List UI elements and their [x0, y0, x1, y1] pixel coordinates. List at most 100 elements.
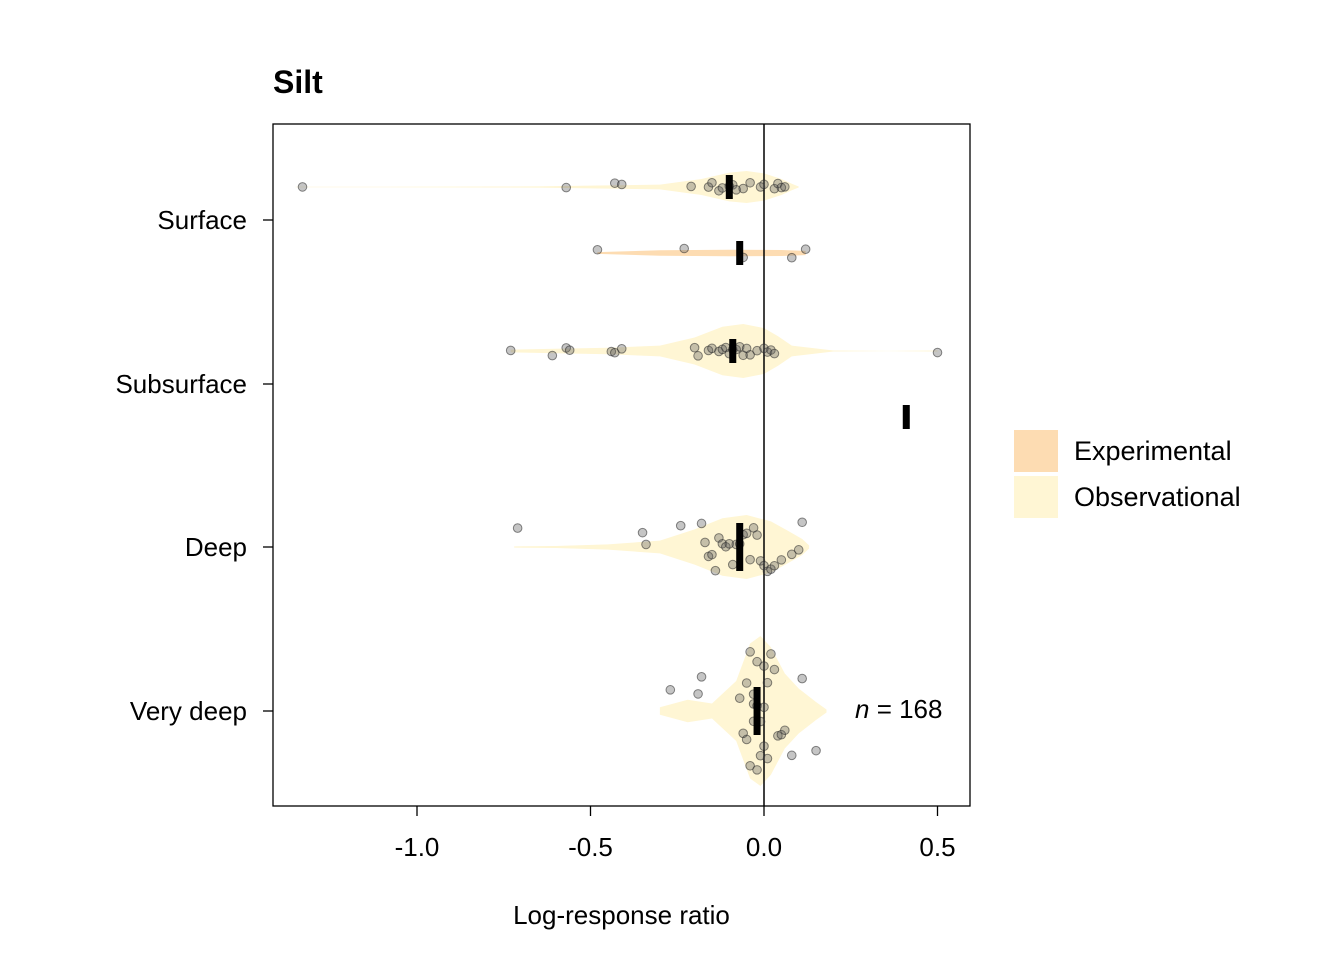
data-point-surface-observational [769, 183, 780, 194]
data-point-surface-observational [776, 182, 787, 193]
data-point-deep-observational [797, 517, 807, 528]
x-tick-label: -0.5 [568, 832, 613, 862]
data-point-deep-observational [769, 560, 780, 571]
data-point-very-deep-observational [741, 678, 752, 688]
x-tick-label: -1.0 [395, 832, 440, 862]
data-point-deep-observational [755, 556, 766, 566]
legend-swatch-observational [1014, 476, 1058, 518]
data-point-very-deep-observational [745, 647, 755, 657]
data-point-deep-observational [641, 539, 651, 550]
data-point-subsurface-observational [689, 342, 700, 353]
data-point-very-deep-observational [696, 672, 707, 682]
data-point-very-deep-observational [759, 661, 769, 671]
data-point-very-deep-observational [766, 649, 776, 659]
data-point-very-deep-observational [786, 750, 797, 761]
sample-size-annotation: n = 168 [855, 694, 942, 725]
violin-subsurface-observational [510, 324, 938, 378]
data-point-very-deep-observational [752, 656, 762, 667]
data-point-very-deep-observational [759, 741, 769, 751]
legend-label-experimental: Experimental [1074, 435, 1232, 466]
data-point-subsurface-observational [616, 344, 627, 354]
data-point-surface-observational [561, 182, 572, 193]
data-point-deep-observational [727, 559, 738, 570]
x-axis-label: Log-response ratio [513, 900, 730, 930]
y-tick-label-subsurface: Subsurface [115, 369, 247, 399]
sample-size-value: = 168 [869, 694, 943, 724]
data-point-deep-observational [696, 518, 707, 529]
data-point-surface-observational [616, 179, 627, 190]
data-point-surface-observational [745, 177, 755, 188]
y-tick-label-very-deep: Very deep [130, 696, 247, 726]
data-point-very-deep-observational [811, 745, 821, 756]
data-point-surface-observational [686, 181, 696, 192]
x-tick-label: 0.5 [919, 832, 955, 862]
data-point-very-deep-observational [752, 765, 762, 775]
data-point-subsurface-observational [745, 350, 755, 360]
mean-marker-very-deep-observational [753, 687, 761, 735]
data-point-deep-observational [675, 520, 686, 531]
y-tick-label-surface: Surface [157, 205, 247, 235]
legend-item-experimental: Experimental [1014, 428, 1241, 474]
data-point-very-deep-observational [693, 689, 703, 699]
data-point-deep-observational [512, 523, 523, 533]
data-point-very-deep-observational [797, 673, 807, 684]
x-tick-label: 0.0 [746, 832, 782, 862]
sample-size-symbol: n [855, 694, 870, 724]
data-point-deep-observational [752, 530, 762, 540]
data-point-very-deep-observational [762, 677, 773, 688]
legend-swatch-experimental [1014, 430, 1058, 472]
data-point-very-deep-observational [665, 685, 676, 695]
data-point-deep-observational [793, 545, 804, 555]
data-point-surface-experimental [679, 243, 689, 254]
violin-deep-observational [514, 515, 810, 579]
data-point-surface-observational [707, 177, 717, 188]
data-point-subsurface-observational [693, 351, 703, 361]
mean-marker-surface-experimental [736, 241, 744, 265]
violin-surface-experimental [597, 249, 806, 257]
data-point-subsurface-observational [759, 343, 769, 354]
data-point-surface-observational [780, 182, 790, 192]
plot-frame [272, 123, 971, 807]
data-point-surface-experimental [800, 244, 811, 255]
data-point-very-deep-observational [741, 734, 752, 745]
data-point-subsurface-observational [932, 347, 943, 358]
data-point-very-deep-observational [755, 750, 766, 761]
data-point-subsurface-observational [766, 345, 776, 355]
legend-label-observational: Observational [1074, 481, 1241, 512]
legend-item-observational: Observational [1014, 474, 1241, 520]
chart-title: Silt [273, 64, 323, 100]
data-point-deep-observational [710, 565, 721, 576]
y-tick-label-deep: Deep [185, 532, 247, 562]
data-point-very-deep-observational [762, 753, 773, 764]
data-point-deep-observational [745, 554, 755, 565]
data-point-surface-observational [759, 179, 769, 190]
data-point-very-deep-observational [769, 664, 780, 675]
mean-marker-surface-observational [725, 175, 733, 199]
data-point-very-deep-observational [759, 702, 769, 713]
data-point-deep-observational [724, 539, 735, 549]
data-point-subsurface-observational [505, 345, 516, 356]
violin-surface-observational [295, 171, 799, 203]
violin-very-deep-observational [659, 636, 827, 786]
mean-marker-subsurface-observational [729, 339, 737, 363]
data-point-deep-observational [707, 549, 717, 560]
data-point-deep-observational [766, 564, 776, 574]
data-point-surface-experimental [592, 244, 603, 255]
data-point-surface-observational [738, 183, 748, 194]
data-point-deep-observational [700, 537, 710, 548]
data-point-deep-observational [786, 549, 797, 560]
data-point-deep-observational [637, 527, 648, 538]
legend: Experimental Observational [1014, 428, 1241, 520]
data-point-subsurface-observational [769, 348, 780, 359]
mean-marker-deep-observational [736, 523, 744, 571]
data-point-deep-observational [776, 555, 787, 565]
data-point-subsurface-observational [564, 345, 575, 355]
data-point-surface-observational [297, 182, 308, 192]
data-point-subsurface-observational [547, 350, 558, 361]
data-point-surface-experimental [786, 252, 797, 263]
data-point-very-deep-observational [745, 760, 755, 771]
mean-marker-subsurface-experimental [902, 405, 910, 429]
data-point-very-deep-observational [734, 693, 745, 704]
data-point-very-deep-observational [780, 725, 790, 736]
